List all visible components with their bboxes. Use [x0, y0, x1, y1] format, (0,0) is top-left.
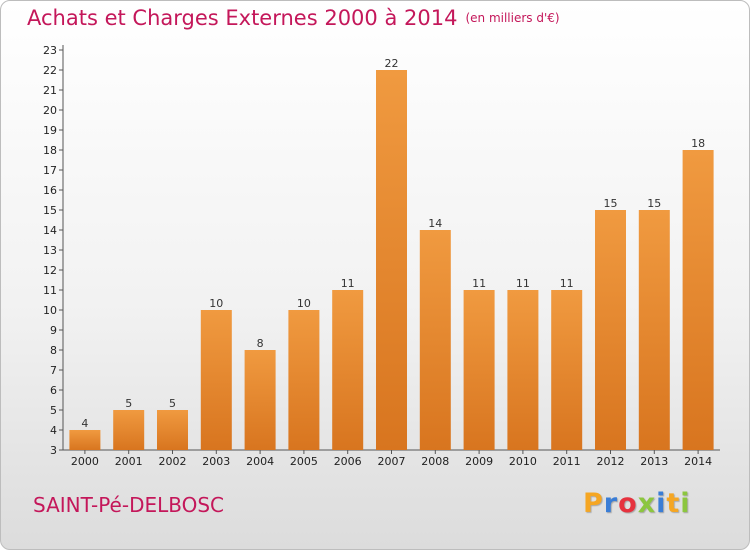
bar — [507, 290, 539, 450]
y-tick-label: 7 — [50, 364, 57, 377]
logo-letter: o — [618, 488, 638, 519]
x-tick-label: 2001 — [115, 455, 143, 468]
bar-value-label: 11 — [560, 277, 574, 290]
y-tick-label: 17 — [43, 164, 57, 177]
bar — [463, 290, 495, 450]
bar-value-label: 8 — [257, 337, 264, 350]
y-tick-label: 16 — [43, 184, 57, 197]
x-tick-label: 2012 — [597, 455, 625, 468]
logo-letter: i — [680, 488, 691, 519]
bar — [200, 310, 232, 450]
proxiti-logo[interactable]: Proxiti — [583, 488, 691, 519]
bar-value-label: 15 — [604, 197, 618, 210]
y-tick-label: 14 — [43, 224, 57, 237]
x-tick-label: 2011 — [553, 455, 581, 468]
bar — [419, 230, 451, 450]
x-tick-label: 2014 — [684, 455, 712, 468]
y-tick-label: 23 — [43, 44, 57, 57]
bar-value-label: 15 — [647, 197, 661, 210]
x-tick-label: 2007 — [378, 455, 406, 468]
bar-value-label: 10 — [209, 297, 223, 310]
bar-value-label: 14 — [428, 217, 442, 230]
bar — [244, 350, 276, 450]
bar — [157, 410, 188, 450]
bar-value-label: 11 — [516, 277, 530, 290]
y-tick-label: 3 — [50, 444, 57, 457]
y-tick-label: 21 — [43, 84, 57, 97]
x-tick-label: 2000 — [71, 455, 99, 468]
bar-value-label: 10 — [297, 297, 311, 310]
logo-letter: r — [603, 488, 619, 519]
bar-value-label: 4 — [81, 417, 88, 430]
bar — [638, 210, 670, 450]
y-tick-label: 8 — [50, 344, 57, 357]
y-tick-label: 9 — [50, 324, 57, 337]
bar-value-label: 11 — [472, 277, 486, 290]
bar — [595, 210, 626, 450]
y-tick-label: 12 — [43, 264, 57, 277]
bar-value-label: 5 — [169, 397, 176, 410]
logo-letter: t — [666, 488, 681, 519]
x-tick-label: 2009 — [465, 455, 493, 468]
x-tick-label: 2013 — [640, 455, 668, 468]
bar-value-label: 11 — [341, 277, 355, 290]
x-tick-label: 2003 — [202, 455, 230, 468]
bar — [113, 410, 145, 450]
x-tick-label: 2006 — [334, 455, 362, 468]
y-tick-label: 4 — [50, 424, 57, 437]
x-tick-label: 2004 — [246, 455, 274, 468]
bar-value-label: 18 — [691, 137, 705, 150]
chart-title-text: Achats et Charges Externes 2000 à 2014 — [27, 6, 458, 30]
bar — [69, 430, 101, 450]
x-tick-label: 2002 — [159, 455, 187, 468]
y-tick-label: 10 — [43, 304, 57, 317]
x-tick-label: 2008 — [421, 455, 449, 468]
bar-value-label: 22 — [385, 57, 399, 70]
y-tick-label: 20 — [43, 104, 57, 117]
bar — [332, 290, 364, 450]
y-tick-label: 13 — [43, 244, 57, 257]
chart-subtitle: (en milliers d'€) — [465, 11, 560, 25]
commune-name: SAINT-Pé-DELBOSC — [33, 493, 225, 517]
y-tick-label: 22 — [43, 64, 57, 77]
bar — [682, 150, 714, 450]
y-tick-label: 15 — [43, 204, 57, 217]
logo-letter: P — [583, 488, 604, 519]
y-tick-label: 18 — [43, 144, 57, 157]
logo-letter: x — [637, 488, 657, 519]
y-tick-label: 5 — [50, 404, 57, 417]
bar — [288, 310, 320, 450]
y-tick-label: 11 — [43, 284, 57, 297]
bar — [551, 290, 583, 450]
x-tick-label: 2010 — [509, 455, 537, 468]
logo-letter: i — [656, 488, 667, 519]
x-tick-label: 2005 — [290, 455, 318, 468]
chart-title: Achats et Charges Externes 2000 à 2014 (e… — [27, 6, 560, 30]
bar-value-label: 5 — [125, 397, 132, 410]
y-tick-label: 19 — [43, 124, 57, 137]
bar — [376, 70, 407, 450]
y-tick-label: 6 — [50, 384, 57, 397]
